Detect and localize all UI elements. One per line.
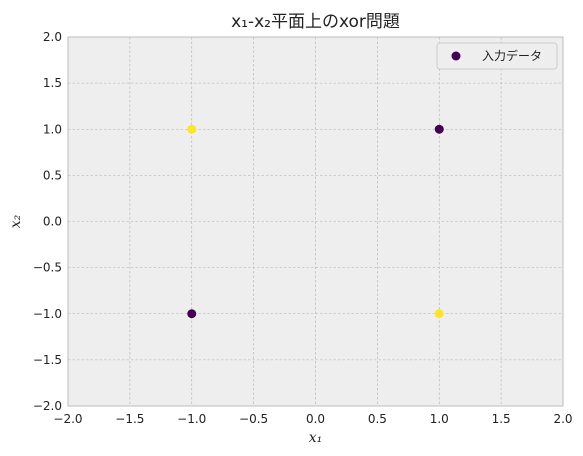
x-tick-label: 0.0 (306, 412, 325, 426)
y-tick-label: −0.5 (33, 261, 62, 275)
y-tick-label: 1.0 (43, 122, 62, 136)
y-tick-label: 0.5 (43, 168, 62, 182)
x-tick-label: 1.5 (492, 412, 511, 426)
data-points (187, 124, 444, 319)
data-point (187, 309, 197, 319)
x-tick-label: 2.0 (553, 412, 572, 426)
legend-label: 入力データ (482, 48, 542, 63)
ticks: −2.0 −1.5 −1.0 −0.5 0.0 0.5 1.0 1.5 2.0 −2.0 −1.5 −… (33, 30, 573, 426)
x-tick-label: −2.0 (53, 412, 82, 426)
y-tick-label: 0.0 (43, 215, 62, 229)
legend: 入力データ (436, 42, 558, 70)
data-point (434, 309, 444, 319)
grid (67, 36, 564, 407)
y-tick-label: −2.0 (33, 399, 62, 413)
x-tick-label: 1.0 (430, 412, 449, 426)
x-tick-label: 0.5 (368, 412, 387, 426)
chart-title: x₁-x₂平面上のxor問題 (231, 12, 400, 32)
y-tick-label: −1.5 (33, 353, 62, 367)
data-point (434, 124, 444, 134)
y-tick-label: 1.5 (43, 76, 62, 90)
y-tick-label: −1.0 (33, 307, 62, 321)
x-axis-label: x₁ (309, 430, 323, 446)
x-tick-label: −1.5 (115, 412, 144, 426)
x-tick-label: −0.5 (239, 412, 268, 426)
legend-box (436, 42, 558, 70)
data-point (187, 124, 197, 134)
x-tick-label: −1.0 (177, 412, 206, 426)
y-tick-label: 2.0 (43, 30, 62, 44)
plot-frame (67, 36, 564, 407)
legend-marker (451, 51, 461, 61)
y-axis-label: x₂ (8, 214, 24, 228)
